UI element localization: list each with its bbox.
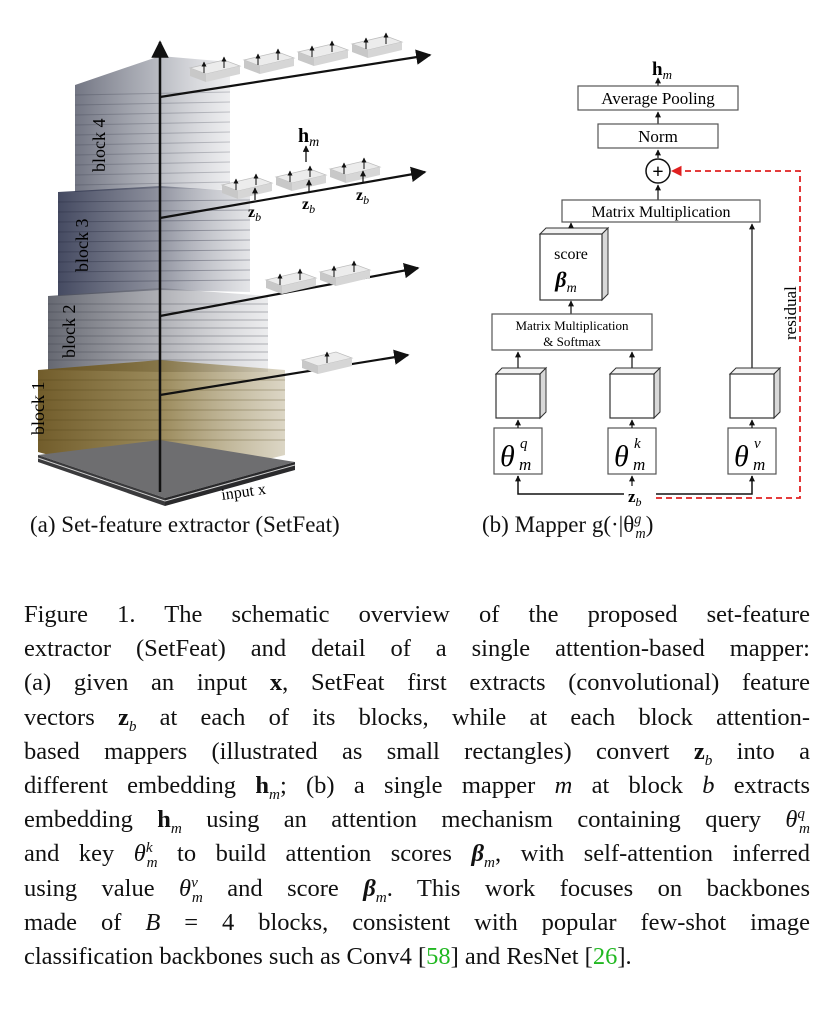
svg-text:q: q	[520, 436, 528, 452]
residual-connection	[656, 165, 801, 499]
mapper-rectangle	[188, 56, 242, 82]
svg-text:θ: θ	[614, 440, 629, 473]
theta-v-box: θ v m	[727, 427, 777, 475]
svg-text:Average Pooling: Average Pooling	[601, 89, 715, 108]
caption-line-5: based mappers (illustrated as small rect…	[24, 737, 810, 769]
output-h-m: hm	[652, 59, 672, 82]
caption-line-9: using value θvm and score βm. This work …	[24, 873, 810, 906]
block-1-output-line	[159, 349, 410, 397]
svg-text:v: v	[754, 436, 761, 452]
subcaption-b: (b) Mapper g(·|θgm)	[482, 511, 654, 542]
block-2-stack	[48, 288, 268, 372]
query-feature-cube	[494, 366, 548, 420]
mapper-rectangle	[300, 351, 354, 374]
caption-line-4: vectors zb at each of its blocks, while …	[24, 703, 810, 735]
mapper-rectangle	[264, 268, 318, 294]
mapper-rectangle	[296, 40, 350, 66]
input-slab	[37, 440, 296, 506]
svg-text:Norm: Norm	[638, 127, 678, 146]
svg-text:m: m	[753, 455, 765, 474]
figure-caption: Figure 1. The schematic overview of the …	[24, 598, 810, 974]
zb-input-label: zb	[628, 487, 642, 509]
block-3-stack	[57, 186, 251, 296]
z-b-label-1: zb	[248, 204, 261, 224]
reference-26-link[interactable]: 26	[592, 943, 618, 971]
figure-1: block 4 block 3 block 2 block 1 hm zb zb…	[28, 32, 801, 509]
score-beta-cube: score βm	[538, 226, 610, 302]
svg-text:θ: θ	[734, 440, 749, 473]
value-feature-cube	[728, 366, 782, 420]
theta-q-box: θ q m	[493, 427, 543, 475]
svg-text:m: m	[633, 455, 645, 474]
caption-line-10: made of B = 4 blocks, consistent with po…	[24, 908, 810, 936]
caption-line-1: Figure 1. The schematic overview of the …	[24, 601, 810, 628]
caption-line-3: (a) given an input x, SetFeat first extr…	[24, 669, 810, 697]
residual-label: residual	[781, 286, 800, 340]
z-b-label-3: zb	[356, 187, 369, 207]
mapper-rectangle	[274, 165, 328, 191]
block-3-label: block 3	[72, 219, 92, 273]
panel-b-mapper-diagram: hm Average Pooling Norm + Matrix Multipl…	[491, 59, 801, 509]
average-pooling-box: Average Pooling	[577, 85, 739, 111]
panel-a-setfeat-diagram: block 4 block 3 block 2 block 1 hm zb zb…	[28, 32, 432, 506]
reference-58-link[interactable]: 58	[426, 943, 451, 971]
block-3-output-line	[159, 166, 427, 220]
svg-text:+: +	[652, 161, 663, 183]
svg-text:m: m	[519, 455, 531, 474]
matmul-softmax-box: Matrix Multiplication & Softmax	[491, 313, 653, 351]
subcaption-a: (a) Set-feature extractor (SetFeat)	[30, 512, 340, 537]
block-2-label: block 2	[59, 305, 79, 359]
mappers	[188, 32, 404, 374]
svg-text:k: k	[634, 436, 641, 452]
h-m-label: hm	[298, 125, 319, 150]
block-1-label: block 1	[28, 382, 48, 436]
mapper-rectangle	[350, 32, 404, 58]
svg-text:Matrix Multiplication: Matrix Multiplication	[591, 204, 730, 221]
block-4-stack	[74, 56, 231, 192]
caption-line-8: and key θkm to build attention scores βm…	[24, 839, 811, 872]
matrix-multiplication-box: Matrix Multiplication	[561, 199, 761, 223]
norm-box: Norm	[597, 123, 719, 149]
residual-add-node: +	[645, 158, 671, 184]
block-4-label: block 4	[89, 119, 109, 173]
caption-line-11: classification backbones such as Conv4 […	[24, 943, 632, 971]
svg-text:score: score	[554, 246, 588, 263]
svg-text:βm: βm	[554, 267, 576, 296]
mapper-rectangle	[318, 260, 372, 286]
block-4-output-line	[159, 49, 432, 99]
mapper-rectangle	[328, 157, 382, 183]
caption-line-6: different embedding hm; (b) a single map…	[24, 772, 810, 803]
input-x-label: input x	[220, 481, 267, 504]
key-feature-cube	[608, 366, 662, 420]
svg-text:Matrix Multiplication: Matrix Multiplication	[515, 318, 629, 333]
caption-line-2: extractor (SetFeat) and detail of a sing…	[24, 635, 810, 663]
z-b-label-2: zb	[302, 196, 315, 216]
caption-line-7: embedding hm using an attention mechanis…	[24, 805, 810, 838]
svg-text:θ: θ	[500, 440, 515, 473]
theta-k-box: θ k m	[607, 427, 657, 475]
mapper-rectangle	[242, 48, 296, 74]
svg-text:& Softmax: & Softmax	[543, 334, 601, 349]
